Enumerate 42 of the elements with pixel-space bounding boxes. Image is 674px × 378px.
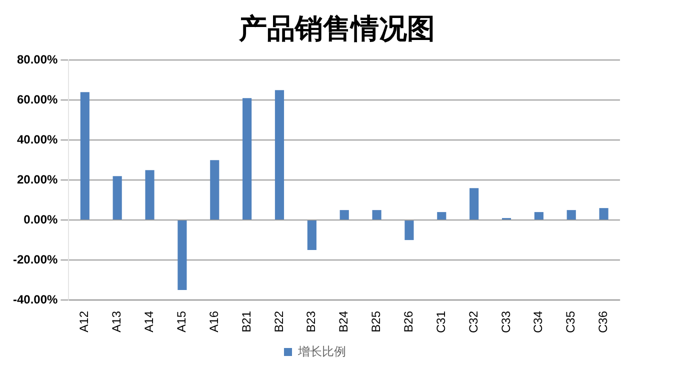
bar — [404, 220, 414, 240]
bar — [340, 210, 349, 220]
bar — [470, 188, 479, 220]
x-tick-label: C33 — [498, 310, 513, 333]
x-tick-label: C34 — [531, 310, 546, 333]
x-tick-label: A15 — [174, 310, 189, 332]
chart-title: 产品销售情况图 — [238, 11, 436, 47]
x-tick-label: A14 — [142, 310, 156, 332]
bar — [599, 208, 608, 220]
bar — [112, 176, 122, 220]
x-tick-label: A13 — [110, 310, 124, 332]
bar — [307, 220, 316, 250]
x-tick-label: C31 — [434, 310, 448, 333]
y-tick-label: 20.00% — [16, 172, 58, 186]
bar — [80, 92, 90, 220]
bar — [372, 210, 382, 220]
bar — [566, 210, 576, 220]
x-tick-label: A12 — [77, 310, 92, 332]
bar — [274, 90, 284, 220]
x-tick-label: C35 — [564, 310, 578, 333]
x-tick-label: C36 — [596, 310, 610, 333]
x-tick-label: B21 — [239, 310, 254, 332]
bar — [437, 212, 446, 220]
y-tick-label: -40.00% — [12, 292, 58, 306]
x-tick-label: B26 — [402, 310, 416, 332]
legend-label: 增长比例 — [297, 344, 346, 358]
y-tick-label: 40.00% — [16, 132, 58, 146]
x-tick-label: B25 — [369, 310, 384, 332]
x-tick-label: B24 — [336, 310, 351, 332]
y-tick-label: 80.00% — [16, 52, 58, 67]
x-tick-label: C32 — [466, 310, 480, 333]
bar — [210, 160, 220, 220]
y-tick-label: 0.00% — [24, 212, 58, 226]
x-tick-label: B23 — [304, 310, 318, 332]
bar — [534, 212, 544, 220]
x-tick-label: A16 — [206, 310, 221, 332]
bar — [178, 220, 187, 290]
bar — [242, 98, 252, 220]
x-tick-label: B22 — [272, 310, 286, 332]
bar — [145, 170, 154, 220]
y-tick-label: -20.00% — [12, 252, 58, 266]
y-tick-label: 60.00% — [16, 92, 58, 106]
